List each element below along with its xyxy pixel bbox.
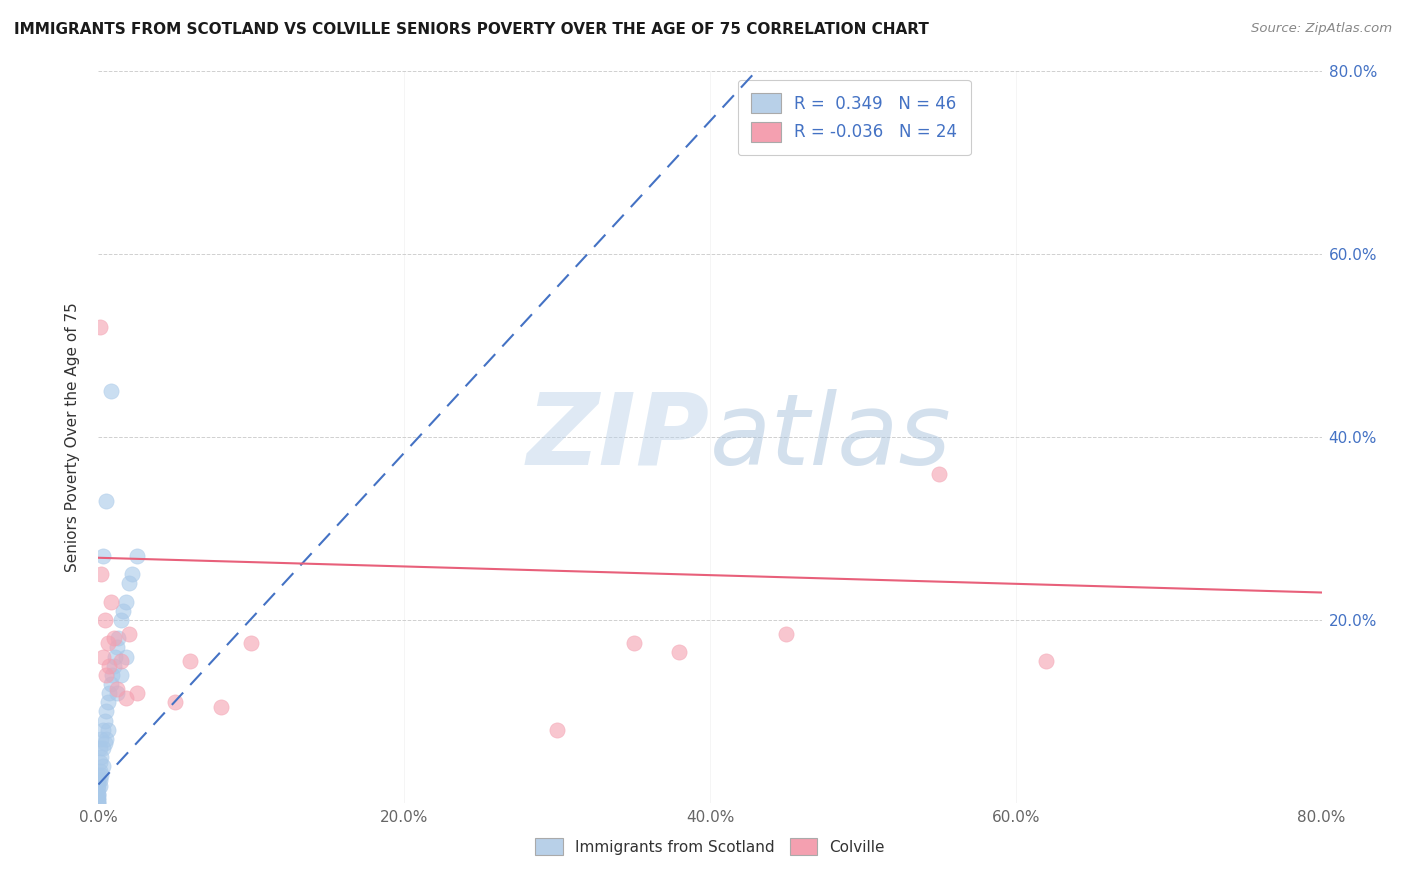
Point [104,649,127,664]
Point [118,626,141,640]
Point [87,777,110,792]
Text: atlas: atlas [710,389,952,485]
Point [101,667,124,681]
Point [118,576,141,591]
Point [163,695,186,709]
Point [91,649,114,664]
Point [97,723,120,737]
Point [115,594,138,608]
Point [91,759,114,773]
Point [89,740,111,755]
Point [775,626,797,640]
Point [107,632,129,646]
Point [90,750,112,764]
Point [110,613,132,627]
Point [91,549,114,563]
Point [87,796,110,810]
Point [179,654,201,668]
Point [100,384,122,399]
Point [87,782,110,797]
Point [103,658,125,673]
Point [93,613,115,627]
Point [91,723,114,737]
Point [87,787,110,801]
Point [89,764,111,778]
Point [87,796,110,810]
Point [90,731,112,746]
Point [98,658,121,673]
Point [623,636,645,650]
Point [121,567,143,582]
Point [1035,654,1057,668]
Point [105,686,128,700]
Point [87,791,110,805]
Point [115,649,138,664]
Point [89,755,111,769]
Point [100,594,122,608]
Point [240,636,263,650]
Point [110,667,132,681]
Point [93,736,115,750]
Point [87,768,110,782]
Point [94,667,117,681]
Point [111,604,134,618]
Point [105,640,128,655]
Point [125,549,148,563]
Point [94,494,117,508]
Point [89,320,111,334]
Point [110,654,132,668]
Point [87,793,110,807]
Point [928,467,950,481]
Point [90,768,112,782]
Point [98,686,121,700]
Y-axis label: Seniors Poverty Over the Age of 75: Seniors Poverty Over the Age of 75 [65,302,80,572]
Point [93,714,115,728]
Point [97,695,120,709]
Point [125,686,148,700]
Point [87,772,110,787]
Point [100,677,122,691]
Point [668,645,690,659]
Point [89,780,111,794]
Point [89,772,111,787]
Text: ZIP: ZIP [527,389,710,485]
Point [90,567,112,582]
Point [91,740,114,755]
Point [209,699,232,714]
Point [103,632,125,646]
Legend: Immigrants from Scotland, Colville: Immigrants from Scotland, Colville [529,832,891,861]
Point [115,690,138,705]
Point [94,731,117,746]
Point [97,636,120,650]
Text: Source: ZipAtlas.com: Source: ZipAtlas.com [1251,22,1392,36]
Point [87,789,110,803]
Point [94,705,117,719]
Point [105,681,128,696]
Text: IMMIGRANTS FROM SCOTLAND VS COLVILLE SENIORS POVERTY OVER THE AGE OF 75 CORRELAT: IMMIGRANTS FROM SCOTLAND VS COLVILLE SEN… [14,22,929,37]
Point [546,723,568,737]
